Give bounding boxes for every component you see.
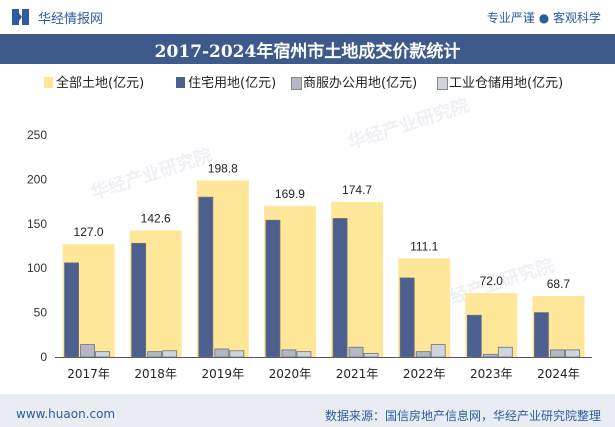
x-tick-label: 2022年: [403, 367, 446, 381]
logo-icon: [12, 9, 29, 25]
site-name[interactable]: 华经情报网: [38, 12, 104, 27]
footer-source: 数据来源：国信房地产信息网，华经产业研究院整理: [324, 409, 601, 423]
chart-title: 2017-2024年宿州市土地成交价款统计: [154, 42, 461, 62]
x-tick-label: 2023年: [470, 367, 513, 381]
bar-commercial: [214, 348, 230, 358]
data-label: 127.0: [74, 225, 104, 239]
x-tick-label: 2021年: [336, 367, 379, 381]
bar-residential: [131, 242, 147, 358]
y-tick-label: 0: [40, 350, 47, 364]
y-tick-label: 100: [27, 261, 47, 275]
tagline: 专业严谨 ● 客观科学: [486, 11, 601, 25]
bar-commercial: [281, 349, 297, 358]
x-tick-label: 2024年: [537, 367, 580, 381]
y-tick-label: 50: [34, 306, 48, 320]
data-label: 169.9: [275, 187, 305, 201]
bar-commercial: [550, 349, 565, 358]
legend-label-residential: 住宅用地(亿元): [188, 76, 277, 91]
data-label: 198.8: [208, 161, 238, 175]
bar-commercial: [147, 351, 163, 358]
data-label: 111.1: [410, 239, 439, 253]
bar-residential: [534, 312, 549, 358]
x-tick-label: 2018年: [134, 367, 177, 381]
data-label: 72.0: [480, 274, 504, 288]
data-label: 142.6: [141, 211, 171, 225]
bar-residential: [64, 262, 79, 358]
bar-commercial: [482, 353, 498, 358]
data-label: 174.7: [342, 183, 372, 197]
x-tick-label: 2019年: [202, 367, 245, 381]
legend-swatch-all-land: [44, 77, 53, 88]
bar-residential: [332, 218, 348, 358]
x-tick-label: 2017年: [67, 367, 110, 381]
bar-industrial: [162, 350, 178, 358]
bar-residential: [399, 277, 415, 358]
bar-industrial: [565, 349, 580, 358]
legend-swatch-industrial: [437, 77, 448, 90]
title-bar: [0, 34, 615, 64]
y-tick-label: 150: [27, 217, 47, 231]
chart-area: 0 50 100 150 200 250 127.0 2017年 142.6 2018年 198.8…: [27, 128, 592, 381]
legend-label-all-land: 全部土地(亿元): [56, 76, 145, 91]
data-label: 68.7: [547, 277, 571, 291]
bar-commercial: [415, 351, 431, 358]
legend-label-industrial: 工业仓储用地(亿元): [449, 76, 564, 91]
y-tick-label: 250: [27, 128, 47, 142]
bar-residential: [198, 196, 214, 358]
bar-industrial: [95, 351, 110, 358]
bar-commercial: [80, 344, 95, 358]
legend-swatch-commercial: [291, 77, 302, 90]
bar-residential: [265, 219, 281, 358]
top-bar: 华经情报网 专业严谨 ● 客观科学: [0, 0, 615, 34]
legend: 全部土地(亿元) 住宅用地(亿元) 商服办公用地(亿元) 工业仓储用地(亿元): [0, 72, 615, 94]
bar-industrial: [363, 353, 379, 358]
bar-commercial: [348, 346, 364, 358]
footer-url[interactable]: www.huaon.com: [16, 407, 116, 421]
footer-bar: [0, 394, 615, 427]
bar-industrial: [296, 351, 312, 358]
x-tick-label: 2020年: [269, 367, 312, 381]
legend-label-commercial: 商服办公用地(亿元): [303, 76, 418, 91]
bar-industrial: [229, 350, 245, 358]
y-tick-label: 200: [27, 172, 47, 186]
bar-industrial: [497, 346, 513, 358]
bar-industrial: [430, 344, 446, 358]
legend-swatch-residential: [176, 77, 185, 88]
bar-residential: [466, 314, 482, 358]
